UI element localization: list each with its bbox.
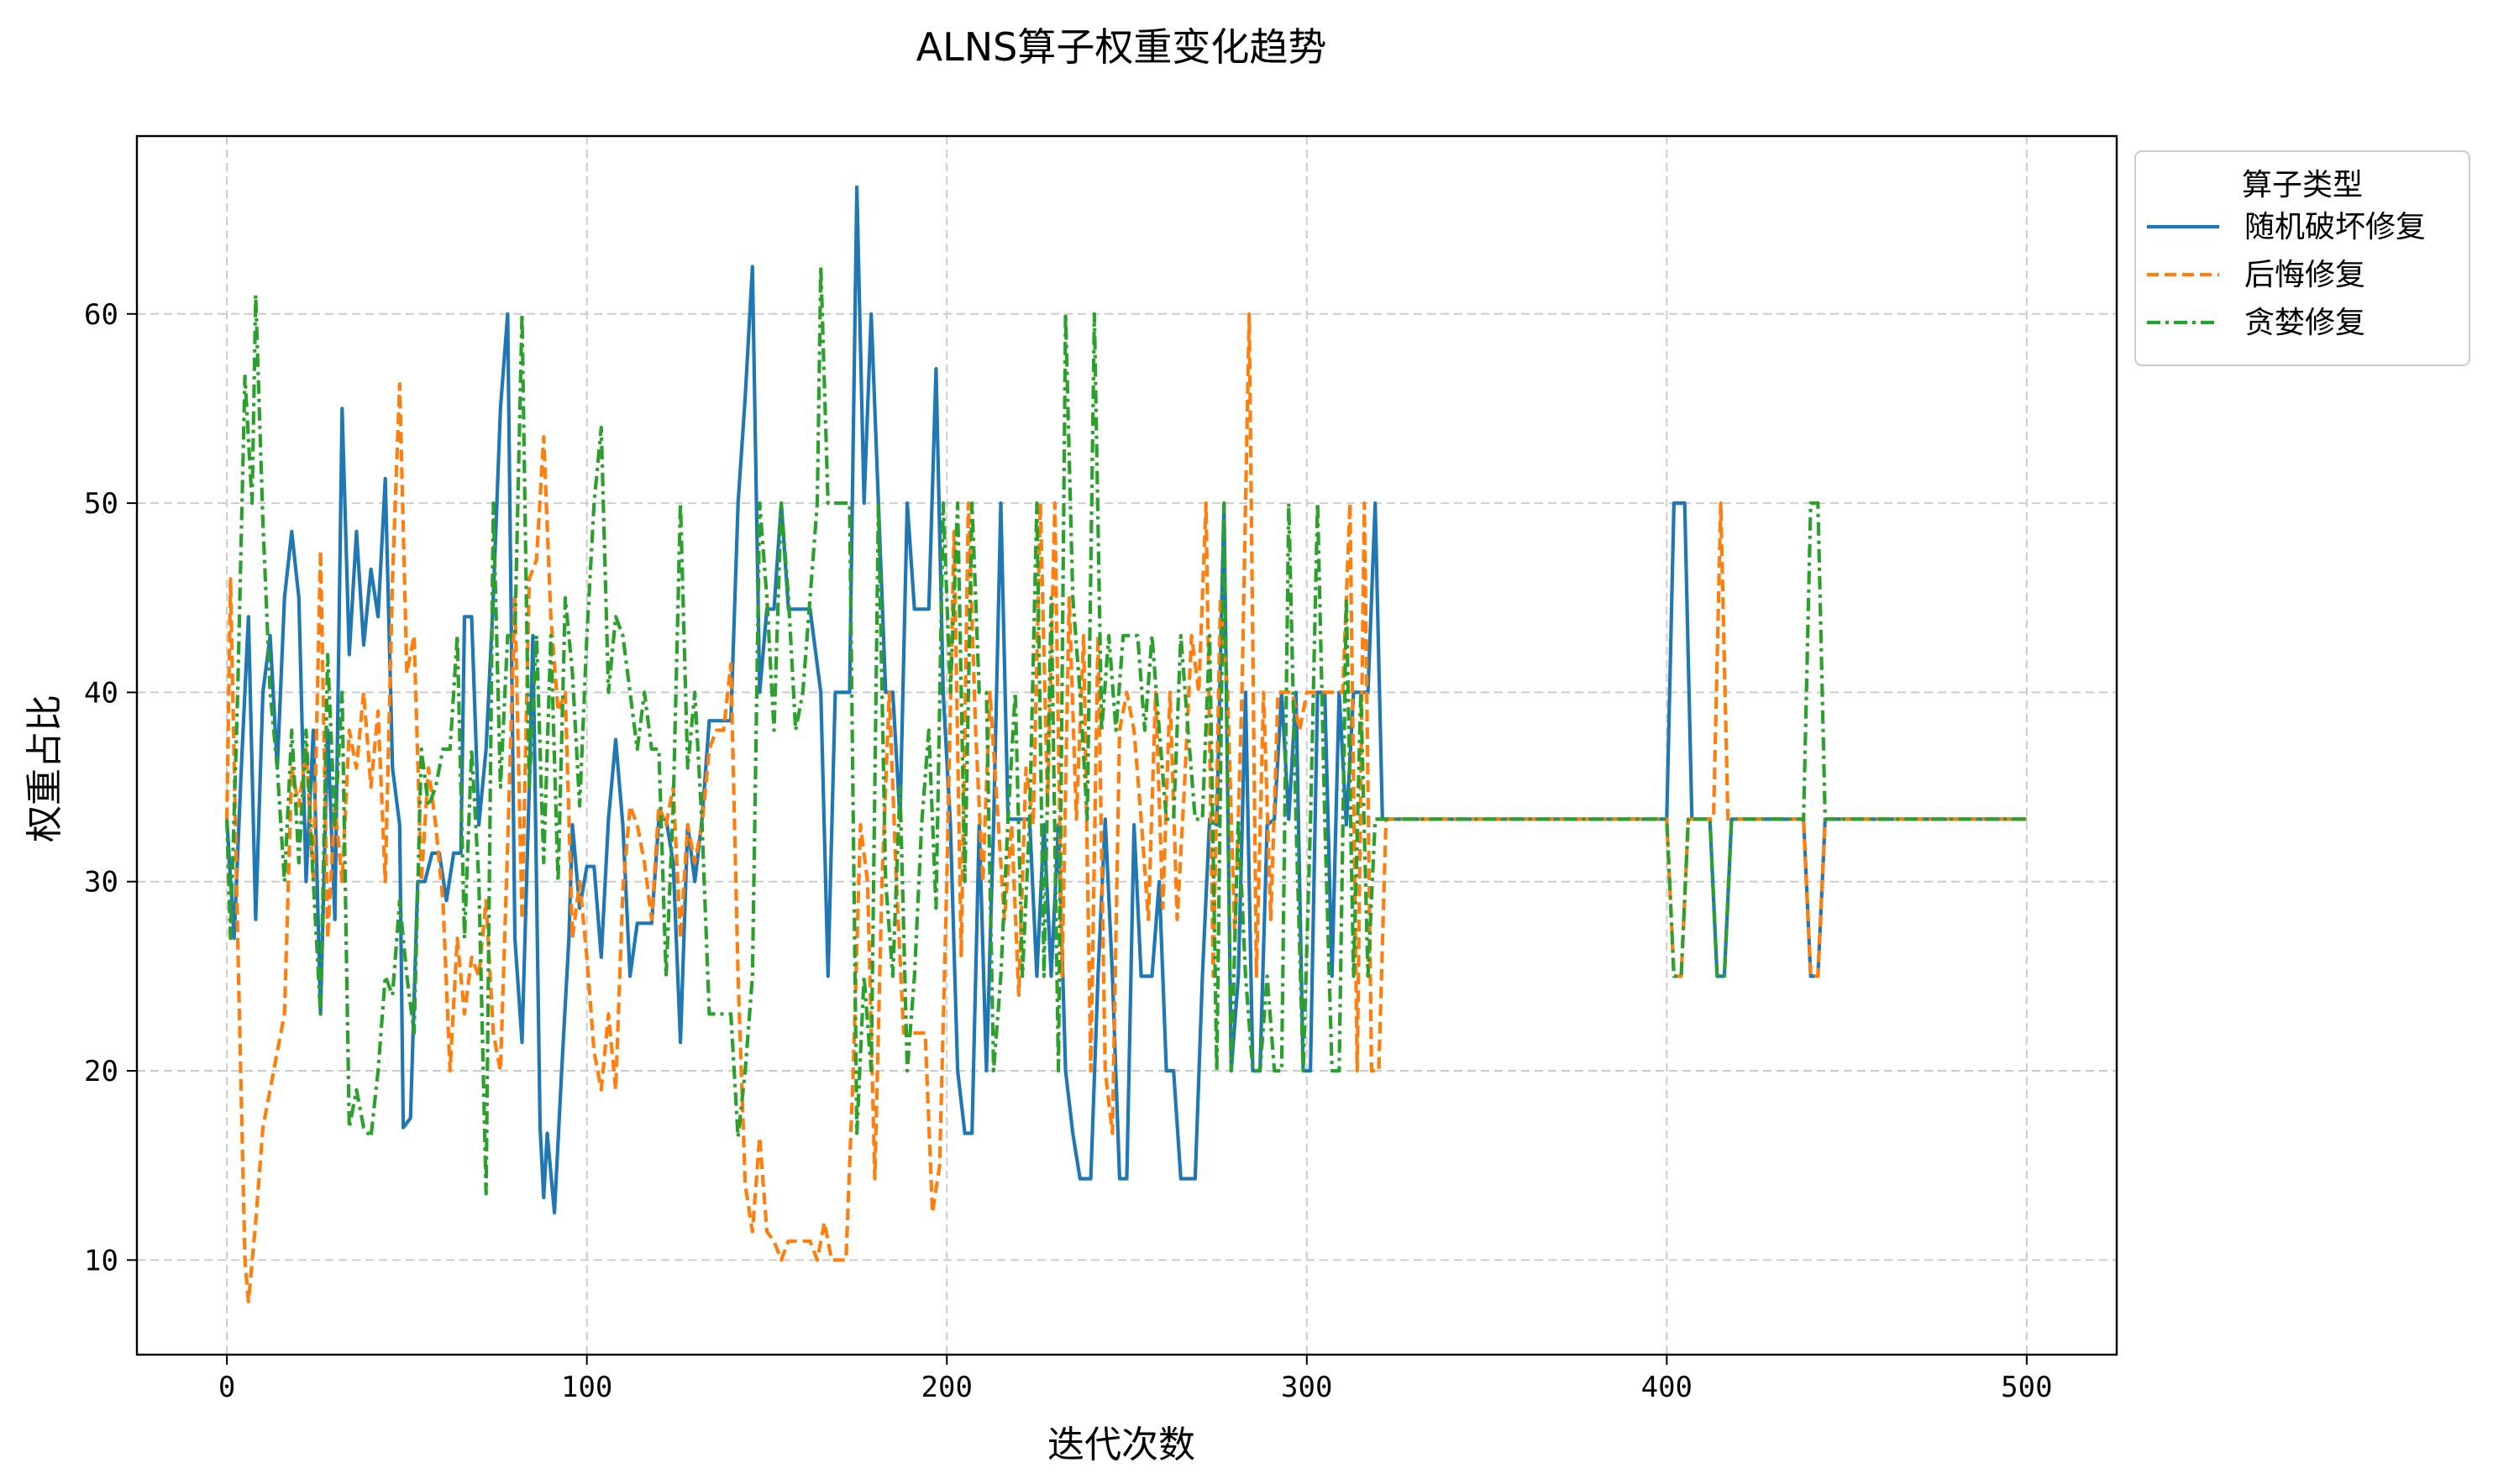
x-tick-label: 300 <box>1281 1371 1332 1404</box>
x-tick-label: 400 <box>1641 1371 1693 1404</box>
legend-box <box>2134 150 2470 366</box>
series-line-3 <box>225 265 2027 1196</box>
y-tick-label: 40 <box>84 676 118 710</box>
legend-label-2: 后悔修复 <box>2244 258 2365 292</box>
legend-label-1: 随机破坏修复 <box>2244 210 2426 244</box>
x-tick-label: 100 <box>561 1371 612 1404</box>
plot-frame <box>135 134 2118 1356</box>
series-layer <box>225 185 2027 1303</box>
axis-ticks: 0 100 200 300 400 500 10 20 30 40 50 60 <box>84 298 2053 1404</box>
x-tick-label: 200 <box>921 1371 973 1404</box>
legend-title: 算子类型 <box>2242 168 2363 202</box>
series-line-2 <box>225 312 2027 1303</box>
legend-label-3: 贪婪修复 <box>2244 306 2365 340</box>
series-line-1 <box>225 185 2027 1215</box>
x-tick-label: 500 <box>2001 1371 2052 1404</box>
y-tick-label: 50 <box>84 487 118 521</box>
x-tick-label: 0 <box>218 1371 235 1404</box>
x-axis-title: 迭代次数 <box>1047 1424 1195 1466</box>
y-tick-label: 30 <box>84 866 118 899</box>
y-axis-title: 权重占比 <box>24 695 66 842</box>
y-tick-label: 60 <box>84 298 118 332</box>
y-tick-label: 10 <box>84 1244 118 1277</box>
y-tick-label: 20 <box>84 1055 118 1088</box>
chart-title: ALNS算子权重变化趋势 <box>916 24 1327 70</box>
